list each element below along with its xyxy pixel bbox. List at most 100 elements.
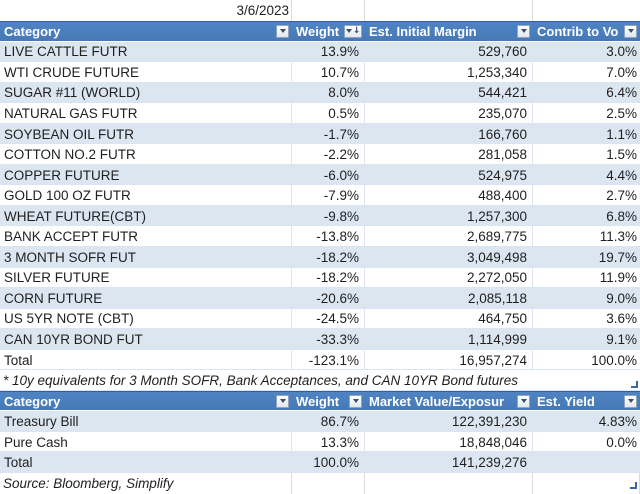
header-category[interactable]: Category xyxy=(0,21,292,42)
empty-cell[interactable] xyxy=(292,0,365,21)
total-market-value-cell[interactable]: 141,239,276 xyxy=(451,455,527,471)
est-initial-margin-cell[interactable]: 529,760 xyxy=(478,44,527,60)
category-cell[interactable]: LIVE CATTLE FUTR xyxy=(4,44,128,60)
contrib-to-vol-cell[interactable]: 11.3% xyxy=(599,229,637,245)
est-initial-margin-cell[interactable]: 464,750 xyxy=(365,309,533,330)
header-weight[interactable]: Weight ↓ xyxy=(292,21,365,42)
contrib-to-vol-cell[interactable]: 7.0% xyxy=(606,64,637,80)
empty-cell[interactable] xyxy=(365,0,533,21)
category-cell[interactable]: Treasury Bill xyxy=(4,414,79,430)
source-cell[interactable]: Source: Bloomberg, Simplify xyxy=(0,473,292,494)
est-initial-margin-cell[interactable]: 235,070 xyxy=(365,103,533,124)
header-contrib-to-vol[interactable]: Contrib to Vo xyxy=(533,21,640,42)
contrib-to-vol-cell[interactable]: 3.6% xyxy=(606,311,637,327)
est-initial-margin-cell[interactable]: 524,975 xyxy=(478,167,527,183)
filter-sort-desc-icon[interactable]: ↓ xyxy=(344,24,362,38)
weight-cell[interactable]: -7.9% xyxy=(292,185,365,206)
weight-cell[interactable]: 13.3% xyxy=(292,432,365,453)
table-resize-handle[interactable] xyxy=(630,482,637,490)
weight-cell[interactable]: 10.7% xyxy=(292,62,365,83)
empty-cell[interactable] xyxy=(533,0,640,21)
total-label-cell[interactable]: Total xyxy=(0,350,292,371)
category-cell[interactable]: CORN FUTURE xyxy=(4,290,103,306)
est-initial-margin-cell[interactable]: 1,253,340 xyxy=(365,62,533,83)
category-cell[interactable]: COTTON NO.2 FUTR xyxy=(0,144,292,165)
contrib-to-vol-cell[interactable]: 19.7% xyxy=(598,249,637,265)
category-cell[interactable]: SILVER FUTURE xyxy=(0,268,292,289)
weight-cell[interactable]: -18.2% xyxy=(292,268,365,289)
filter-dropdown-icon[interactable] xyxy=(276,24,289,38)
contrib-to-vol-cell[interactable]: 9.0% xyxy=(606,290,637,306)
category-cell[interactable]: WHEAT FUTURE(CBT) xyxy=(4,208,146,224)
est-initial-margin-cell[interactable]: 2,689,775 xyxy=(365,226,533,247)
weight-cell[interactable]: -24.5% xyxy=(292,309,365,330)
category-cell[interactable]: CAN 10YR BOND FUT xyxy=(4,331,143,347)
weight-cell[interactable]: 8.0% xyxy=(328,85,359,101)
header-est-initial-margin[interactable]: Est. Initial Margin xyxy=(365,21,533,42)
weight-cell[interactable]: -6.0% xyxy=(323,167,359,183)
est-yield-cell[interactable]: 0.0% xyxy=(606,434,637,450)
weight-cell[interactable]: -2.2% xyxy=(292,144,365,165)
contrib-to-vol-cell[interactable]: 3.0% xyxy=(606,44,637,60)
contrib-to-vol-cell[interactable]: 4.4% xyxy=(606,167,637,183)
total-weight-cell[interactable]: -123.1% xyxy=(292,350,365,371)
weight-cell[interactable]: -9.8% xyxy=(323,208,359,224)
empty-cell[interactable] xyxy=(365,473,533,494)
weight-cell[interactable]: -33.3% xyxy=(316,331,359,347)
est-initial-margin-cell[interactable]: 166,760 xyxy=(478,126,527,142)
total-margin-cell[interactable]: 16,957,274 xyxy=(365,350,533,371)
est-initial-margin-cell[interactable]: 2,085,118 xyxy=(467,290,527,306)
est-initial-margin-cell[interactable]: 2,272,050 xyxy=(365,268,533,289)
filter-dropdown-icon[interactable] xyxy=(349,394,362,408)
weight-cell[interactable]: 0.5% xyxy=(292,103,365,124)
contrib-to-vol-cell[interactable]: 1.5% xyxy=(606,147,637,163)
empty-cell[interactable] xyxy=(533,473,640,494)
category-cell[interactable]: SOYBEAN OIL FUTR xyxy=(4,126,135,142)
weight-cell[interactable]: -13.8% xyxy=(292,226,365,247)
filter-dropdown-icon[interactable] xyxy=(276,394,289,408)
est-initial-margin-cell[interactable]: 281,058 xyxy=(365,144,533,165)
contrib-to-vol-cell[interactable]: 11.9% xyxy=(599,270,637,286)
weight-cell[interactable]: 13.9% xyxy=(320,44,359,60)
filter-dropdown-icon[interactable] xyxy=(517,394,530,408)
total-label-cell[interactable]: Total xyxy=(4,455,33,471)
category-cell[interactable]: BANK ACCEPT FUTR xyxy=(0,226,292,247)
contrib-to-vol-cell[interactable]: 6.8% xyxy=(606,208,637,224)
empty-cell[interactable] xyxy=(292,473,365,494)
est-initial-margin-cell[interactable]: 488,400 xyxy=(365,185,533,206)
weight-cell[interactable]: -18.2% xyxy=(316,249,359,265)
total-weight-cell[interactable]: 100.0% xyxy=(313,455,359,471)
date-cell[interactable]: 3/6/2023 xyxy=(0,0,292,21)
weight-cell[interactable]: 86.7% xyxy=(320,414,359,430)
footnote-cell[interactable]: * 10y equivalents for 3 Month SOFR, Bank… xyxy=(3,373,519,389)
est-yield-cell[interactable]: 4.83% xyxy=(598,414,637,430)
category-cell[interactable]: GOLD 100 OZ FUTR xyxy=(0,185,292,206)
total-contrib-cell[interactable]: 100.0% xyxy=(591,352,637,368)
category-cell[interactable]: WTI CRUDE FUTURE xyxy=(0,62,292,83)
est-initial-margin-cell[interactable]: 544,421 xyxy=(478,85,527,101)
category-cell[interactable]: US 5YR NOTE (CBT) xyxy=(0,309,292,330)
est-initial-margin-cell[interactable]: 1,257,300 xyxy=(466,208,527,224)
category-cell[interactable]: COPPER FUTURE xyxy=(4,167,120,183)
filter-dropdown-icon[interactable] xyxy=(624,394,637,408)
est-initial-margin-cell[interactable]: 3,049,498 xyxy=(466,249,527,265)
header-weight[interactable]: Weight xyxy=(292,391,365,412)
filter-dropdown-icon[interactable] xyxy=(624,24,637,38)
contrib-to-vol-cell[interactable]: 6.4% xyxy=(606,85,637,101)
header-est-yield[interactable]: Est. Yield xyxy=(533,391,640,412)
filter-dropdown-icon[interactable] xyxy=(517,24,530,38)
category-cell[interactable]: 3 MONTH SOFR FUT xyxy=(4,249,136,265)
contrib-to-vol-cell[interactable]: 2.5% xyxy=(606,105,637,121)
contrib-to-vol-cell[interactable]: 2.7% xyxy=(606,188,637,204)
contrib-to-vol-cell[interactable]: 9.1% xyxy=(606,331,637,347)
total-yield-cell[interactable] xyxy=(533,452,640,473)
category-cell[interactable]: Pure Cash xyxy=(0,432,292,453)
market-value-cell[interactable]: 18,848,046 xyxy=(365,432,533,453)
header-market-value[interactable]: Market Value/Exposur xyxy=(365,391,533,412)
weight-cell[interactable]: -1.7% xyxy=(323,126,359,142)
contrib-to-vol-cell[interactable]: 1.1% xyxy=(606,126,637,142)
header-category[interactable]: Category xyxy=(0,391,292,412)
est-initial-margin-cell[interactable]: 1,114,999 xyxy=(467,331,527,347)
table-resize-handle[interactable] xyxy=(631,380,638,388)
category-cell[interactable]: SUGAR #11 (WORLD) xyxy=(4,85,141,101)
